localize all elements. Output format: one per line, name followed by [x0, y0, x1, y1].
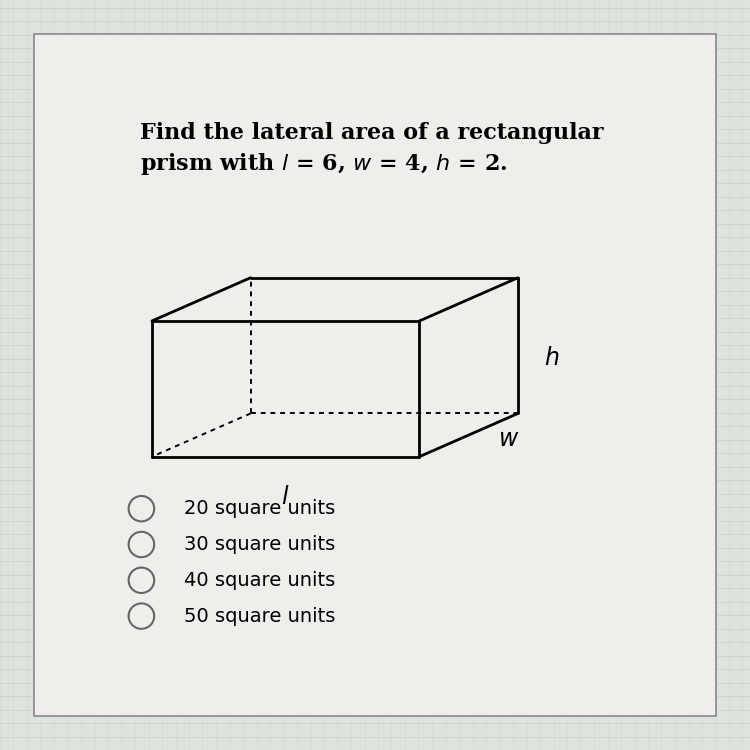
Text: $l$: $l$	[281, 485, 290, 508]
Circle shape	[129, 532, 154, 557]
Circle shape	[129, 496, 154, 521]
Text: prism with $l$ = 6, $w$ = 4, $h$ = 2.: prism with $l$ = 6, $w$ = 4, $h$ = 2.	[140, 151, 508, 177]
Text: 40 square units: 40 square units	[184, 571, 335, 590]
Text: 50 square units: 50 square units	[184, 607, 335, 625]
Circle shape	[129, 568, 154, 593]
Text: 30 square units: 30 square units	[184, 535, 335, 554]
Text: $w$: $w$	[498, 428, 519, 451]
Text: $h$: $h$	[544, 347, 560, 370]
Circle shape	[129, 604, 154, 628]
Text: Find the lateral area of a rectangular: Find the lateral area of a rectangular	[140, 122, 604, 144]
Text: 20 square units: 20 square units	[184, 500, 335, 518]
